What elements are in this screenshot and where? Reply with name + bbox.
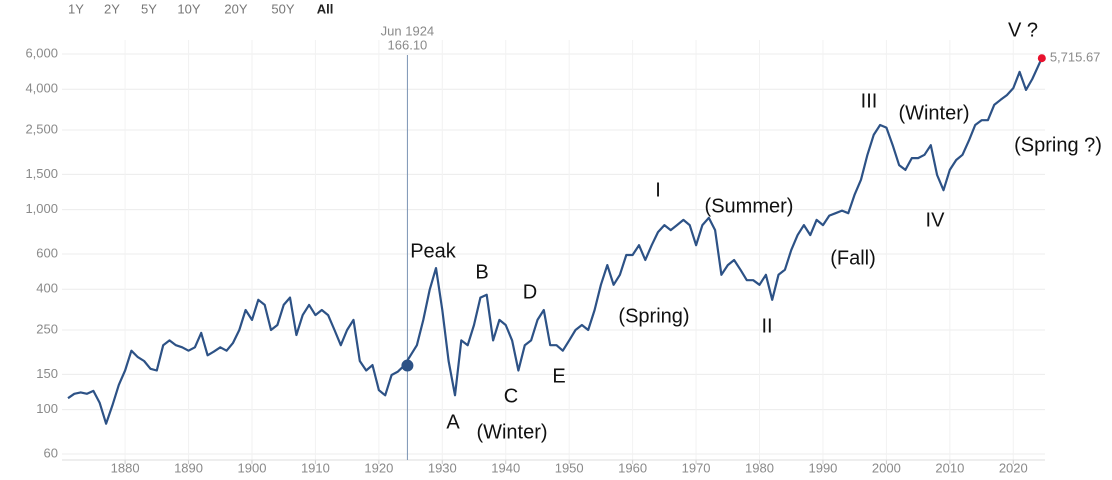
- wave-annotation: A: [446, 411, 460, 433]
- y-tick-label: 2,500: [25, 121, 58, 136]
- y-tick-label: 4,000: [25, 81, 58, 96]
- x-tick-label: 1950: [555, 460, 584, 475]
- y-tick-label: 250: [36, 321, 58, 336]
- y-tick-label: 60: [44, 445, 58, 460]
- x-tick-label: 1970: [682, 460, 711, 475]
- x-tick-label: 1920: [364, 460, 393, 475]
- x-tick-label: 1900: [238, 460, 267, 475]
- range-button[interactable]: 10Y: [177, 1, 200, 16]
- wave-annotation: V ?: [1008, 19, 1038, 41]
- wave-annotation: (Winter): [898, 102, 969, 124]
- range-button[interactable]: 20Y: [224, 1, 247, 16]
- wave-annotation: (Summer): [705, 195, 794, 217]
- wave-annotation: IV: [926, 209, 946, 231]
- wave-annotation: C: [504, 385, 518, 407]
- x-tick-label: 1940: [491, 460, 520, 475]
- price-line: [67, 57, 1043, 425]
- wave-annotation: I: [655, 179, 661, 201]
- range-button[interactable]: 1Y: [68, 1, 84, 16]
- last-value-label: 5,715.67: [1050, 50, 1101, 65]
- wave-annotation: Peak: [410, 240, 457, 262]
- y-tick-label: 100: [36, 401, 58, 416]
- x-tick-label: 2020: [999, 460, 1028, 475]
- x-tick-label: 1930: [428, 460, 457, 475]
- x-tick-label: 2010: [935, 460, 964, 475]
- range-button[interactable]: 50Y: [271, 1, 294, 16]
- wave-annotation: E: [552, 365, 565, 387]
- wave-annotation: II: [761, 315, 772, 337]
- range-button[interactable]: All: [317, 1, 334, 16]
- y-tick-label: 1,000: [25, 201, 58, 216]
- x-tick-label: 1960: [618, 460, 647, 475]
- x-tick-label: 1890: [174, 460, 203, 475]
- x-tick-label: 2000: [872, 460, 901, 475]
- wave-annotation: (Spring): [618, 305, 689, 327]
- x-tick-label: 1980: [745, 460, 774, 475]
- x-tick-label: 1990: [808, 460, 837, 475]
- y-tick-label: 400: [36, 281, 58, 296]
- wave-annotation: B: [475, 261, 488, 283]
- x-tick-label: 1910: [301, 460, 330, 475]
- crosshair-date: Jun 1924: [381, 23, 435, 38]
- last-value-marker: [1037, 54, 1046, 63]
- y-tick-label: 600: [36, 245, 58, 260]
- range-button[interactable]: 2Y: [104, 1, 120, 16]
- y-tick-label: 150: [36, 366, 58, 381]
- range-button[interactable]: 5Y: [141, 1, 157, 16]
- wave-annotation: (Fall): [830, 247, 876, 269]
- wave-annotation: (Spring ?): [1014, 134, 1102, 156]
- wave-annotation: D: [523, 281, 537, 303]
- y-tick-label: 1,500: [25, 166, 58, 181]
- y-tick-label: 6,000: [25, 45, 58, 60]
- wave-annotation: (Winter): [476, 421, 547, 443]
- wave-annotation: III: [861, 90, 878, 112]
- x-tick-label: 1880: [111, 460, 140, 475]
- crosshair-value: 166.10: [388, 37, 428, 52]
- crosshair-marker: [401, 359, 414, 372]
